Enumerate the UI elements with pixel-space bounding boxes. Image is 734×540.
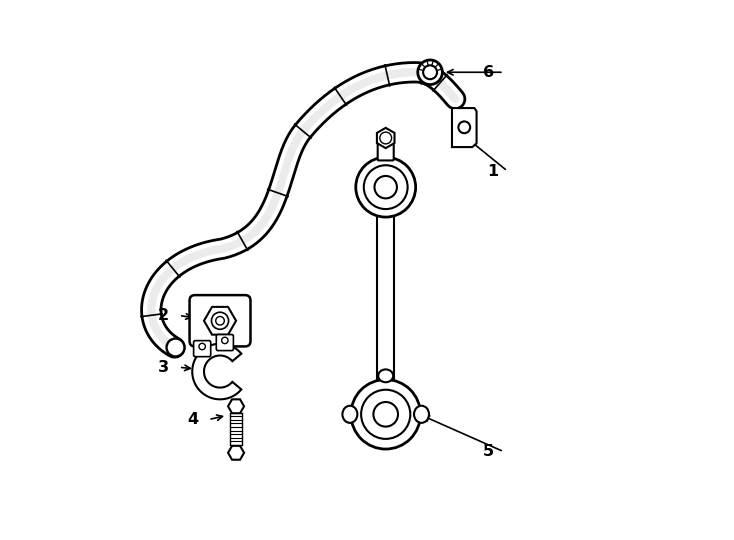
- Polygon shape: [377, 128, 394, 148]
- FancyBboxPatch shape: [189, 295, 250, 347]
- Ellipse shape: [343, 406, 357, 423]
- Circle shape: [418, 60, 443, 85]
- Text: 2: 2: [158, 308, 170, 323]
- Circle shape: [216, 316, 225, 325]
- Circle shape: [459, 122, 470, 133]
- Circle shape: [364, 165, 407, 209]
- Circle shape: [199, 343, 206, 350]
- Circle shape: [361, 390, 410, 439]
- Polygon shape: [228, 400, 244, 413]
- Polygon shape: [228, 446, 244, 460]
- Circle shape: [211, 312, 228, 329]
- Text: 5: 5: [483, 444, 494, 459]
- Ellipse shape: [378, 369, 393, 382]
- FancyBboxPatch shape: [194, 341, 211, 356]
- Text: 1: 1: [487, 164, 498, 179]
- Circle shape: [423, 65, 437, 79]
- Circle shape: [374, 176, 397, 198]
- FancyBboxPatch shape: [378, 143, 393, 160]
- Ellipse shape: [414, 406, 429, 423]
- Polygon shape: [192, 344, 241, 400]
- Circle shape: [351, 380, 421, 449]
- Text: 6: 6: [483, 65, 494, 80]
- Circle shape: [222, 337, 228, 343]
- Circle shape: [356, 157, 415, 217]
- Circle shape: [379, 132, 391, 144]
- Text: 4: 4: [187, 412, 199, 427]
- Text: 3: 3: [158, 360, 170, 375]
- FancyBboxPatch shape: [217, 335, 233, 350]
- Circle shape: [374, 402, 398, 427]
- Polygon shape: [204, 307, 236, 335]
- Polygon shape: [452, 108, 476, 147]
